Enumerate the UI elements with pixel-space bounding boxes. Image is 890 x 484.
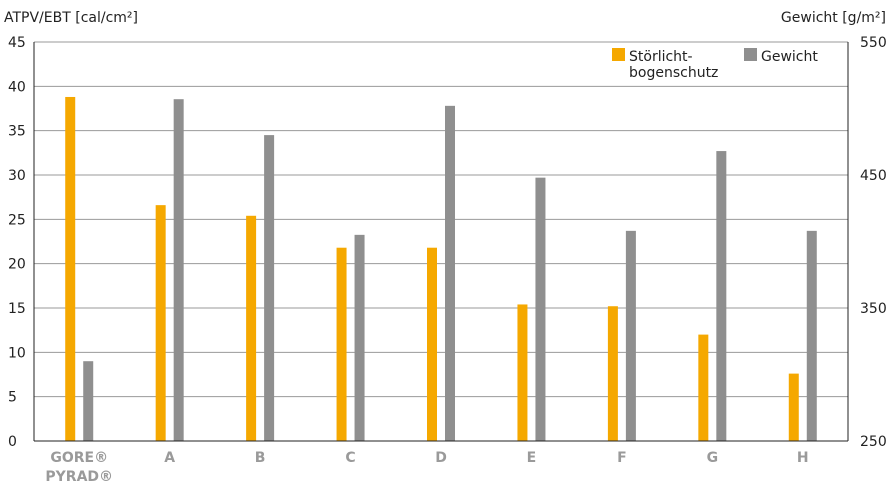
category-label: PYRAD®: [45, 469, 113, 484]
bar-gewicht: [535, 177, 546, 441]
left-tick-label: 20: [8, 257, 26, 273]
category-label: F: [617, 450, 627, 466]
bar-stoerlichtbogenschutz: [155, 205, 166, 441]
legend-label: Gewicht: [761, 49, 818, 65]
left-tick-label: 0: [8, 434, 17, 450]
right-tick-label: 450: [860, 168, 887, 184]
left-axis-ticks: 0 5 10 15 20 25 30 35 40 45: [8, 35, 26, 450]
bar-stoerlichtbogenschutz: [607, 306, 618, 441]
bar-gewicht: [445, 105, 455, 441]
category-label: GORE®: [50, 450, 108, 466]
right-tick-label: 550: [860, 35, 887, 51]
right-axis-ticks: 250 350 450 550: [860, 35, 887, 450]
left-tick-label: 45: [8, 35, 26, 51]
category-label: H: [797, 450, 809, 466]
bar-gewicht: [354, 234, 365, 441]
category-label: D: [435, 450, 447, 466]
legend-label: Störlicht-: [629, 49, 693, 65]
category-label: A: [164, 450, 175, 466]
legend-label: bogenschutz: [629, 65, 718, 81]
legend: Störlicht-bogenschutz Gewicht: [612, 48, 818, 81]
left-tick-label: 35: [8, 124, 26, 140]
bar-stoerlichtbogenschutz: [246, 215, 257, 441]
bar-stoerlichtbogenschutz: [427, 247, 437, 441]
left-tick-label: 25: [8, 212, 26, 228]
legend-swatch: [612, 48, 625, 61]
bar-stoerlichtbogenschutz: [698, 334, 709, 441]
right-axis-label: Gewicht [g/m²]: [781, 10, 886, 26]
bar-gewicht: [625, 230, 636, 441]
grid-layer: [34, 41, 848, 398]
axis-layer: [33, 42, 849, 442]
bar-gewicht: [716, 151, 727, 441]
category-labels: GORE® PYRAD® A B C D E F G H: [45, 450, 808, 484]
right-tick-label: 250: [860, 434, 887, 450]
left-tick-label: 5: [8, 390, 17, 406]
bar-gewicht: [83, 361, 94, 441]
bar-stoerlichtbogenschutz: [517, 304, 528, 441]
bar-stoerlichtbogenschutz: [788, 373, 799, 441]
left-tick-label: 15: [8, 301, 26, 317]
bar-gewicht: [806, 230, 817, 441]
bar-layer: [65, 96, 817, 442]
left-axis-label: ATPV/EBT [cal/cm²]: [4, 10, 138, 26]
category-label: E: [527, 450, 537, 466]
right-tick-label: 350: [860, 301, 887, 317]
category-label: C: [345, 450, 355, 466]
category-label: G: [707, 450, 719, 466]
left-tick-label: 40: [8, 79, 26, 95]
bar-stoerlichtbogenschutz: [336, 247, 347, 441]
left-tick-label: 10: [8, 345, 26, 361]
legend-swatch: [744, 48, 757, 61]
bar-gewicht: [173, 99, 184, 441]
category-label: B: [255, 450, 266, 466]
bar-gewicht: [264, 135, 275, 441]
bar-stoerlichtbogenschutz: [65, 96, 76, 442]
left-tick-label: 30: [8, 168, 26, 184]
